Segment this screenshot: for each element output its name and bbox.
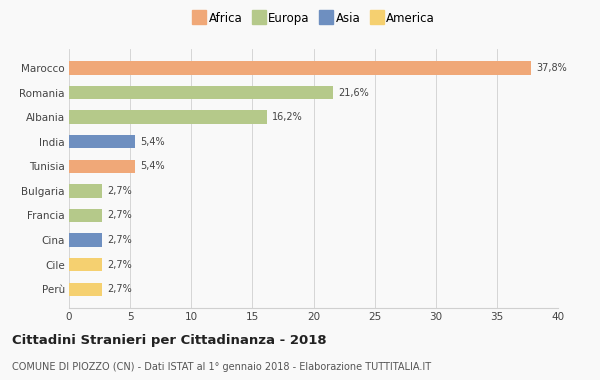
Text: 2,7%: 2,7% (107, 211, 131, 220)
Text: 5,4%: 5,4% (140, 137, 164, 147)
Bar (69, 160, 135, 173)
Bar (69, 184, 102, 198)
Bar (69, 209, 102, 222)
Bar (69, 282, 102, 296)
Bar (69, 110, 267, 124)
Bar (69, 61, 531, 75)
Text: 21,6%: 21,6% (338, 87, 369, 98)
Bar (69, 135, 135, 149)
Text: 2,7%: 2,7% (107, 260, 131, 270)
Text: 16,2%: 16,2% (272, 112, 302, 122)
Text: 2,7%: 2,7% (107, 235, 131, 245)
Text: 2,7%: 2,7% (107, 284, 131, 294)
Text: Cittadini Stranieri per Cittadinanza - 2018: Cittadini Stranieri per Cittadinanza - 2… (12, 334, 326, 347)
Bar (69, 258, 102, 271)
Text: 37,8%: 37,8% (536, 63, 567, 73)
Text: COMUNE DI PIOZZO (CN) - Dati ISTAT al 1° gennaio 2018 - Elaborazione TUTTITALIA.: COMUNE DI PIOZZO (CN) - Dati ISTAT al 1°… (12, 363, 431, 372)
Legend: Africa, Europa, Asia, America: Africa, Europa, Asia, America (188, 9, 439, 29)
Text: 5,4%: 5,4% (140, 161, 164, 171)
Bar (69, 86, 333, 99)
Text: 2,7%: 2,7% (107, 186, 131, 196)
Bar (69, 233, 102, 247)
